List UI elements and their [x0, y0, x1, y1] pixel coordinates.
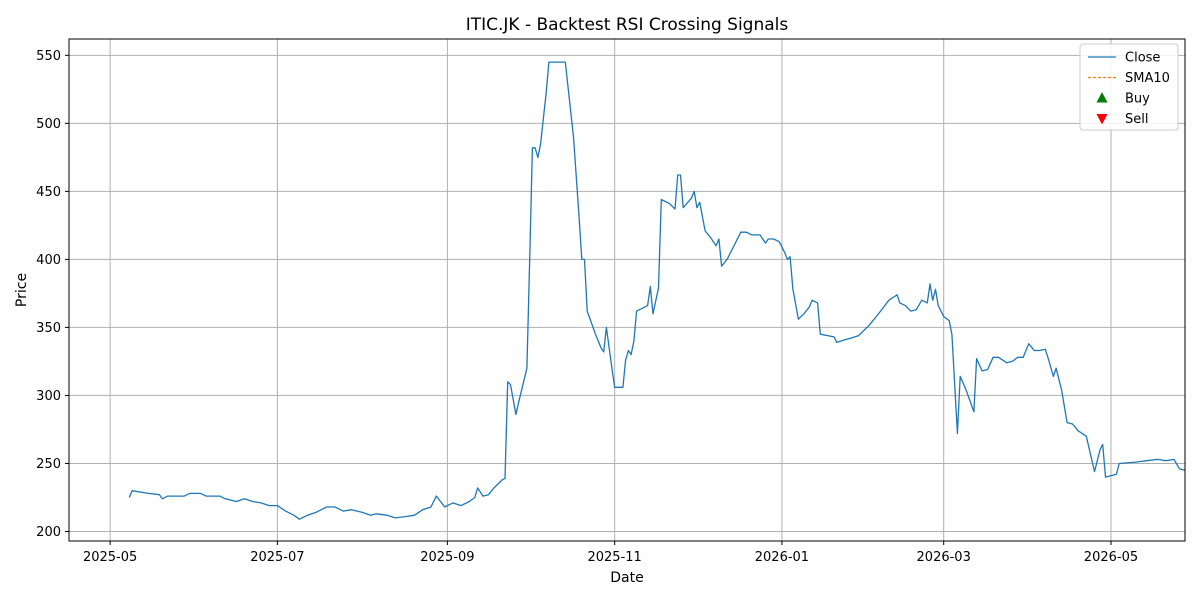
y-tick-label: 250: [36, 457, 61, 472]
axis-layer: 2025-05 2025-07 2025-09 2025-11 2026-01 2026-…: [36, 49, 1138, 565]
legend-label: Close: [1125, 51, 1160, 66]
x-tick-label: 2025-07: [250, 550, 304, 565]
y-tick-label: 500: [36, 117, 61, 132]
legend-item-close: Close: [1088, 51, 1160, 66]
y-tick-label: 400: [36, 253, 61, 268]
y-tick-label: 200: [36, 525, 61, 540]
x-tick-label: 2026-01: [755, 550, 809, 565]
x-tick-label: 2026-03: [917, 550, 971, 565]
chart-title: ITIC.JK - Backtest RSI Crossing Signals: [466, 15, 789, 35]
legend-item-sma10: SMA10: [1088, 71, 1170, 86]
series-layer: [128, 61, 1186, 520]
legend-label: Sell: [1125, 112, 1148, 127]
legend-swatch-sell: [1096, 114, 1108, 125]
legend-item-buy: Buy: [1096, 92, 1150, 107]
y-tick-label: 350: [36, 321, 61, 336]
series-line-close: [128, 61, 1186, 520]
legend-box: [1079, 43, 1179, 131]
x-tick-label: 2026-05: [1084, 550, 1138, 565]
x-axis-label: Date: [610, 570, 643, 586]
grid-layer: [69, 39, 1185, 541]
legend: Close SMA10 Buy Sell: [1079, 43, 1179, 131]
legend-label: SMA10: [1125, 71, 1170, 86]
y-tick-label: 550: [36, 49, 61, 64]
plot-frame: [68, 38, 1186, 542]
x-tick-label: 2025-05: [83, 550, 137, 565]
legend-swatch-buy: [1096, 92, 1108, 103]
legend-item-sell: Sell: [1096, 112, 1148, 127]
y-axis-label: Price: [14, 273, 30, 307]
x-tick-label: 2025-11: [587, 550, 641, 565]
y-tick-label: 450: [36, 185, 61, 200]
y-tick-label: 300: [36, 389, 61, 404]
legend-label: Buy: [1125, 92, 1150, 107]
x-tick-label: 2025-09: [420, 550, 474, 565]
